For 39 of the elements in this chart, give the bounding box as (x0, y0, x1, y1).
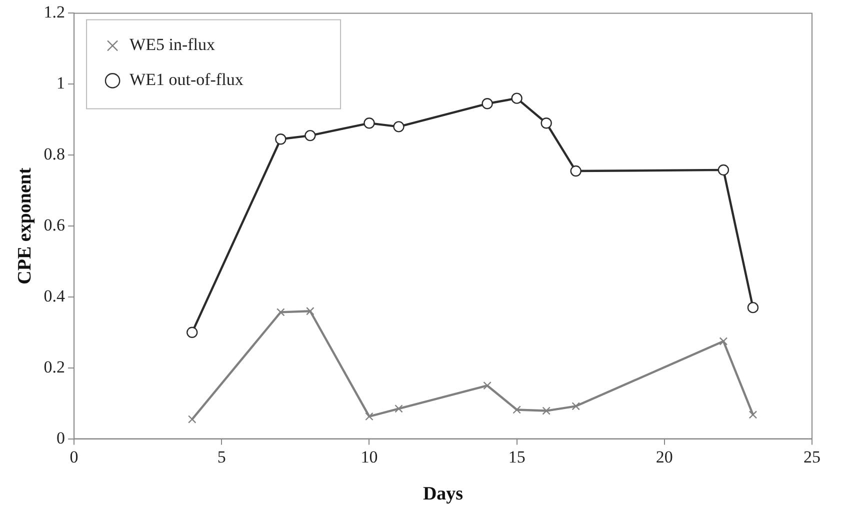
point (304, 130, 316, 142)
point (748, 410, 758, 419)
point (540, 118, 552, 129)
x-tick-label: 15 (508, 447, 526, 466)
x-tick-label: 20 (656, 447, 673, 466)
point (511, 92, 522, 104)
y-tick-label: 0.6 (44, 215, 66, 234)
point (394, 404, 403, 413)
y-tick-label: 1.2 (44, 2, 66, 22)
y-axis-title: CPE exponent (14, 167, 36, 284)
y-tick-label: 0.2 (44, 357, 66, 376)
point (188, 415, 196, 424)
x-tick-label: 0 (70, 447, 78, 466)
point (276, 308, 285, 316)
y-tick-label: 0.8 (44, 144, 66, 164)
x-tick-label: 10 (360, 447, 378, 466)
legend-label: WE1 out-of-flux (130, 70, 244, 90)
x-tick-label: 25 (804, 447, 820, 466)
point (483, 381, 492, 390)
y-tick-label: 0 (56, 428, 66, 448)
point (542, 406, 550, 415)
point (512, 406, 521, 414)
point (364, 118, 375, 129)
point (275, 134, 286, 145)
point (365, 412, 374, 421)
point (718, 164, 730, 176)
point (186, 326, 198, 338)
x-tick-label: 5 (217, 447, 226, 466)
point (719, 337, 728, 346)
x-axis-title: Days (422, 484, 464, 505)
point (393, 121, 404, 132)
point (306, 306, 314, 316)
point (572, 402, 580, 410)
y-tick-label: 0.4 (44, 286, 66, 306)
point (570, 165, 582, 177)
point (747, 302, 759, 314)
y-tick-label: 1 (56, 74, 66, 93)
legend-label: WE5 in-flux (130, 35, 216, 54)
point (482, 98, 493, 110)
